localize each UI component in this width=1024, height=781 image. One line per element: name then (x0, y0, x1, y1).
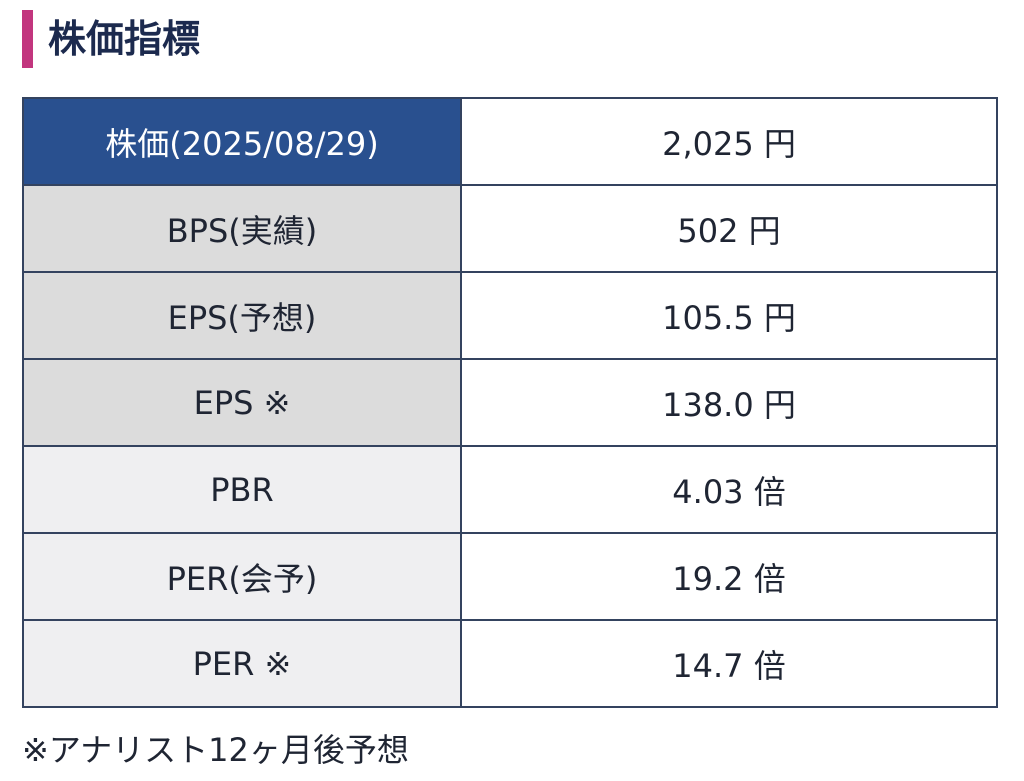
table-row: 株価(2025/08/29) 2,025 円 (22, 97, 998, 186)
table-row: EPS ※ 138.0 円 (22, 358, 998, 447)
table-row: PER(会予) 19.2 倍 (22, 532, 998, 621)
row-value: 19.2 倍 (460, 532, 998, 621)
table-row: PER ※ 14.7 倍 (22, 619, 998, 708)
indicator-table: 株価(2025/08/29) 2,025 円 BPS(実績) 502 円 EPS(予想)… (22, 97, 998, 708)
row-label: 株価(2025/08/29) (22, 97, 462, 186)
row-value: 4.03 倍 (460, 445, 998, 534)
title-accent (22, 10, 33, 68)
row-value: 138.0 円 (460, 358, 998, 447)
row-value: 105.5 円 (460, 271, 998, 360)
row-label: PER(会予) (22, 532, 462, 621)
table-row: PBR 4.03 倍 (22, 445, 998, 534)
row-label: EPS(予想) (22, 271, 462, 360)
row-label: PER ※ (22, 619, 462, 708)
row-value: 2,025 円 (460, 97, 998, 186)
row-label: EPS ※ (22, 358, 462, 447)
row-label: PBR (22, 445, 462, 534)
title: 株価指標 (48, 17, 201, 61)
row-label: BPS(実績) (22, 184, 462, 273)
table-row: BPS(実績) 502 円 (22, 184, 998, 273)
footnote: ※アナリスト12ヶ月後予想 (22, 731, 409, 769)
row-value: 502 円 (460, 184, 998, 273)
table-row: EPS(予想) 105.5 円 (22, 271, 998, 360)
row-value: 14.7 倍 (460, 619, 998, 708)
table-body: 株価(2025/08/29) 2,025 円 BPS(実績) 502 円 EPS(予想)… (22, 97, 998, 708)
